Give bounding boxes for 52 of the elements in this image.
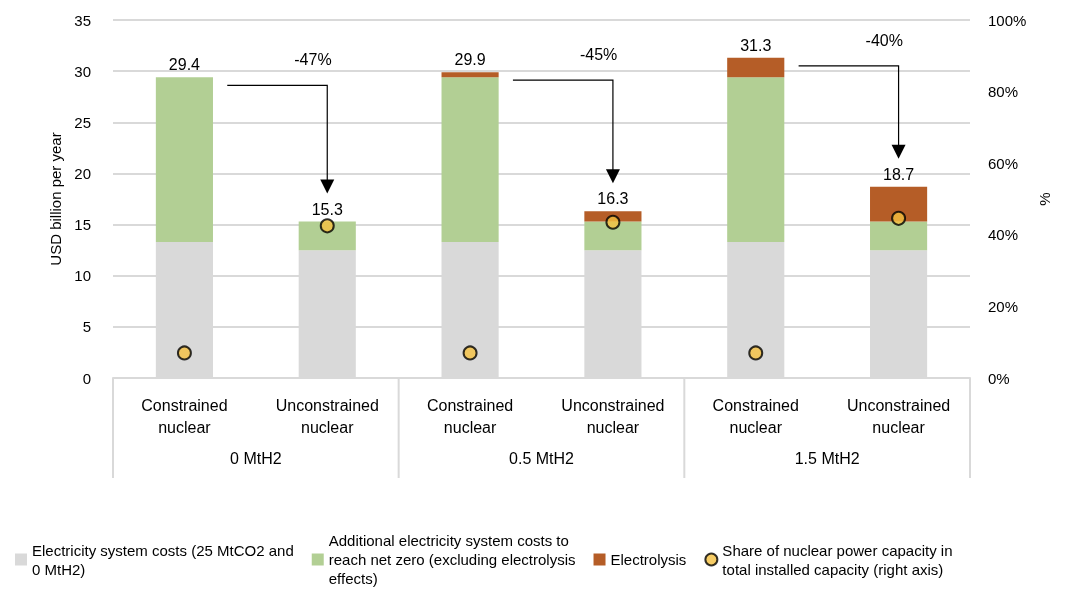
total-label: 18.7	[883, 165, 915, 183]
annotation: -45%	[579, 46, 618, 64]
bar	[584, 221, 642, 251]
bar	[870, 221, 928, 251]
total-label: 29.9	[454, 51, 486, 69]
point	[748, 345, 764, 361]
legend-label: Electricity system costs (25 MtCO2 and 0 MtH2)	[32, 541, 294, 578]
y2-tick-label: 60%	[988, 154, 1019, 172]
bar	[155, 77, 213, 242]
y2-tick-label: 0%	[988, 369, 1010, 387]
x-tick-label: Unconstrained nuclear	[561, 396, 665, 436]
y2-tick-label: 40%	[988, 226, 1019, 244]
bar	[727, 57, 785, 78]
y-tick-label: 10	[74, 267, 91, 285]
bar	[441, 72, 499, 78]
legend-label: Electrolysis	[610, 551, 687, 568]
legend-label: Additional electricity system costs to reach net zero (excluding electrolysis effects)	[328, 532, 576, 587]
point	[462, 345, 478, 361]
y-tick-label: 15	[74, 216, 91, 234]
point	[891, 210, 907, 226]
y2-tick-label: 20%	[988, 297, 1019, 315]
y2-tick-label: 100%	[988, 11, 1027, 29]
point	[605, 214, 621, 230]
x-tick-label: Unconstrained nuclear	[275, 396, 379, 436]
x-tick-label: Constrained nuclear	[712, 396, 799, 436]
y2-tick-label: 80%	[988, 83, 1019, 101]
annotation: -47%	[294, 51, 332, 69]
y-tick-label: 0	[82, 369, 91, 387]
annotation: -40%	[865, 31, 903, 49]
total-label: 16.3	[597, 190, 629, 208]
y2-axis-title: %	[1036, 192, 1054, 206]
x-tick-label: Unconstrained nuclear	[847, 396, 951, 436]
total-label: 15.3	[311, 200, 343, 218]
y-tick-label: 35	[74, 11, 91, 29]
bar	[727, 77, 785, 242]
y-tick-label: 20	[74, 164, 91, 182]
text: 1.5 MtH2	[794, 450, 860, 467]
y-tick-label: 5	[82, 318, 91, 336]
x-tick-label: Constrained nuclear	[426, 396, 514, 436]
total-label: 31.3	[740, 36, 772, 54]
x-tick-label: Constrained nuclear	[141, 396, 228, 436]
y-tick-label: 30	[74, 62, 91, 80]
legend-label: Share of nuclear power capacity in total installed capacity (right axis)	[722, 541, 953, 578]
bar	[441, 77, 499, 242]
total-label: 29.4	[168, 56, 201, 74]
point	[176, 345, 192, 361]
bar	[870, 186, 928, 222]
y-tick-label: 25	[74, 113, 91, 131]
text: 0 MtH2	[230, 450, 282, 467]
text: 0.5 MtH2	[509, 450, 575, 467]
point	[319, 218, 335, 234]
y-axis-title: USD billion per year	[47, 132, 65, 266]
